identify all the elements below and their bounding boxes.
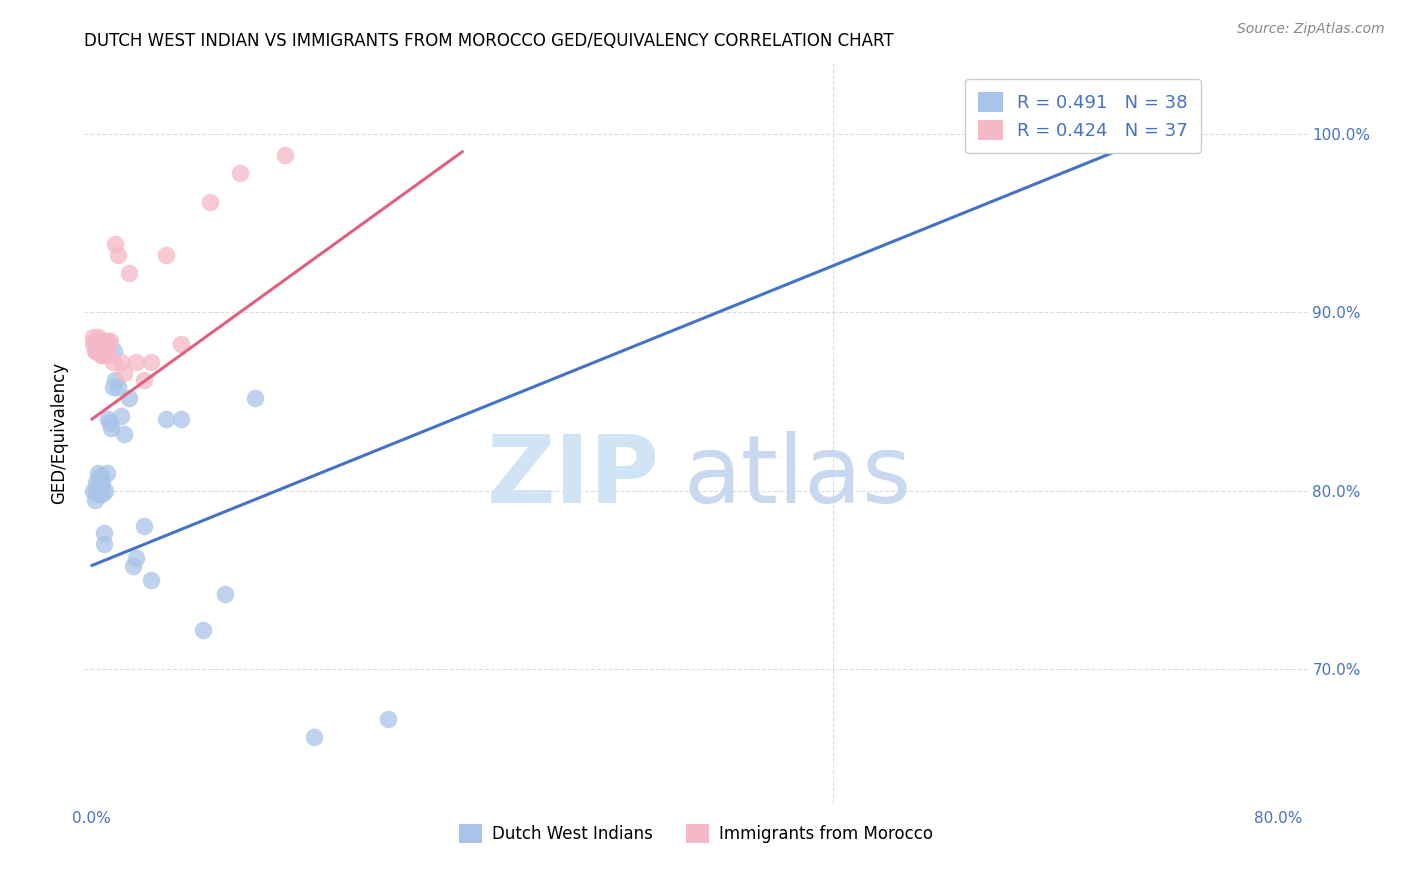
Point <box>101 380 124 394</box>
Point <box>89 475 111 489</box>
Point <box>93 537 115 551</box>
Point <box>377 712 399 726</box>
Point <box>97 334 120 348</box>
Point <box>91 487 114 501</box>
Point <box>139 355 162 369</box>
Point <box>89 483 111 498</box>
Point <box>155 412 177 426</box>
Point <box>110 409 132 423</box>
Point <box>132 519 155 533</box>
Point <box>91 341 114 355</box>
Point <box>90 348 112 362</box>
Point <box>94 334 117 348</box>
Point <box>273 148 295 162</box>
Point <box>96 466 118 480</box>
Point <box>302 730 325 744</box>
Point <box>83 334 105 348</box>
Point <box>97 412 120 426</box>
Point <box>83 344 105 359</box>
Point <box>98 416 121 430</box>
Point <box>110 355 132 369</box>
Point <box>86 344 108 359</box>
Point <box>86 466 108 480</box>
Point <box>191 623 214 637</box>
Point <box>91 475 114 489</box>
Point <box>104 373 127 387</box>
Point <box>118 266 141 280</box>
Point <box>90 480 112 494</box>
Point <box>214 587 236 601</box>
Point <box>83 492 105 507</box>
Point <box>90 469 112 483</box>
Point <box>101 355 124 369</box>
Point <box>118 391 141 405</box>
Point <box>100 421 122 435</box>
Point <box>200 194 222 209</box>
Point <box>91 334 114 348</box>
Y-axis label: GED/Equivalency: GED/Equivalency <box>51 361 69 504</box>
Point <box>112 426 135 441</box>
Point <box>125 355 148 369</box>
Point <box>91 348 114 362</box>
Text: Source: ZipAtlas.com: Source: ZipAtlas.com <box>1237 22 1385 37</box>
Point <box>93 334 115 348</box>
Point <box>103 344 125 359</box>
Text: ZIP: ZIP <box>486 431 659 523</box>
Point <box>125 551 148 566</box>
Point <box>155 248 177 262</box>
Point <box>84 475 107 489</box>
Point <box>170 412 193 426</box>
Point <box>98 334 121 348</box>
Point <box>93 344 115 359</box>
Point <box>90 334 112 348</box>
Point <box>170 337 193 351</box>
Point <box>86 330 108 344</box>
Point <box>1149 127 1171 141</box>
Point <box>84 334 107 348</box>
Point <box>84 344 107 359</box>
Point <box>107 380 129 394</box>
Text: atlas: atlas <box>683 431 912 523</box>
Point <box>90 341 112 355</box>
Point <box>82 330 104 344</box>
Point <box>132 373 155 387</box>
Point <box>94 483 117 498</box>
Point <box>89 344 111 359</box>
Point <box>93 526 115 541</box>
Point <box>107 248 129 262</box>
Point <box>96 348 118 362</box>
Point <box>122 558 145 573</box>
Point <box>89 334 111 348</box>
Point <box>104 237 127 252</box>
Point <box>96 341 118 355</box>
Point <box>84 483 107 498</box>
Point <box>82 483 104 498</box>
Point <box>229 166 252 180</box>
Point <box>243 391 266 405</box>
Point <box>112 366 135 380</box>
Legend: Dutch West Indians, Immigrants from Morocco: Dutch West Indians, Immigrants from Moro… <box>451 817 941 850</box>
Text: DUTCH WEST INDIAN VS IMMIGRANTS FROM MOROCCO GED/EQUIVALENCY CORRELATION CHART: DUTCH WEST INDIAN VS IMMIGRANTS FROM MOR… <box>84 32 894 50</box>
Point <box>139 573 162 587</box>
Point <box>86 487 108 501</box>
Point <box>82 337 104 351</box>
